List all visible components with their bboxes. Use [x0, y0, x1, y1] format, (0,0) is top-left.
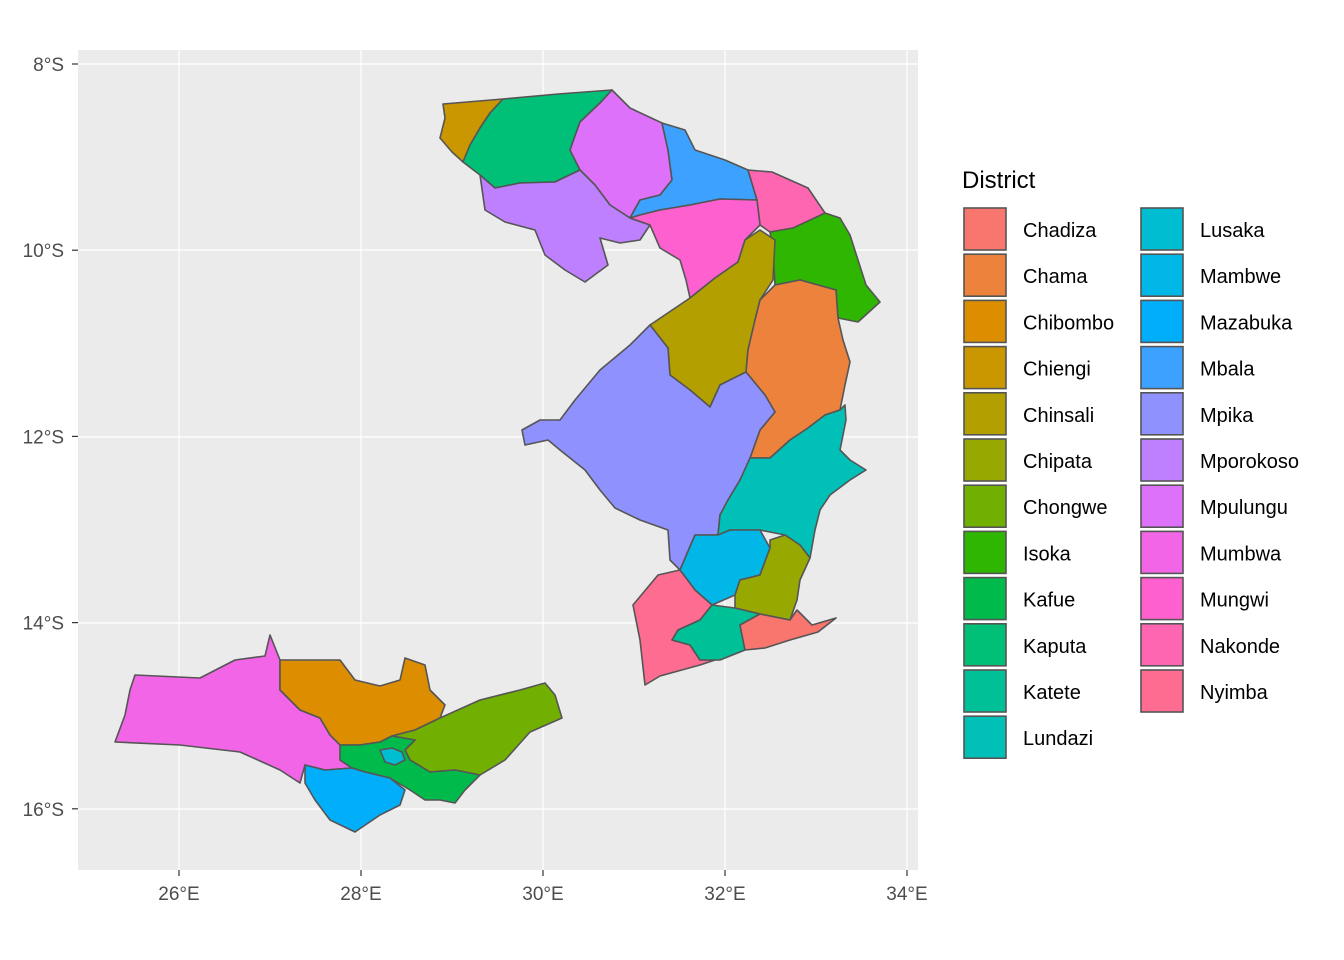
legend-label-mambwe: Mambwe [1200, 266, 1281, 288]
legend-label-chiengi: Chiengi [1023, 359, 1091, 381]
legend-label-chama: Chama [1023, 266, 1088, 288]
legend-key-lundazi [963, 715, 1007, 760]
y-axis: 8°S 10°S 12°S 14°S 16°S [23, 55, 78, 821]
legend-key-chipata [963, 438, 1007, 482]
legend-label-nakonde: Nakonde [1200, 636, 1280, 658]
legend-key-chibombo [963, 299, 1007, 344]
x-tick-label: 26°E [158, 884, 199, 905]
legend-label-mporokoso: Mporokoso [1200, 451, 1299, 473]
legend-label-mazabuka: Mazabuka [1200, 312, 1293, 334]
legend-key-nyimba [1140, 669, 1184, 713]
legend-label-kafue: Kafue [1023, 590, 1075, 612]
legend-key-isoka [963, 530, 1007, 575]
legend-key-mumbwa [1140, 530, 1184, 575]
district-lusaka [379, 747, 406, 766]
legend-key-chongwe [963, 484, 1007, 529]
legend-key-kaputa [963, 622, 1007, 667]
legend-label-katete: Katete [1023, 682, 1081, 704]
x-axis: 26°E 28°E 30°E 32°E 34°E [158, 870, 928, 905]
legend-label-lusaka: Lusaka [1200, 220, 1265, 242]
legend-key-chama [963, 253, 1007, 297]
legend-key-katete [963, 669, 1007, 713]
legend-label-mbala: Mbala [1200, 359, 1255, 381]
legend-label-chinsali: Chinsali [1023, 405, 1094, 427]
legend-label-mpika: Mpika [1200, 405, 1254, 427]
legend-label-chipata: Chipata [1023, 451, 1093, 473]
district-mazabuka [304, 764, 406, 833]
y-tick-label: 14°S [23, 614, 64, 635]
y-tick-label: 12°S [23, 427, 64, 448]
district-mporokoso [479, 169, 651, 283]
legend-key-lusaka [1140, 207, 1184, 251]
x-tick-label: 28°E [340, 884, 381, 905]
district-polygons [114, 89, 881, 833]
legend-title: District [962, 167, 1036, 194]
legend-key-mambwe [1140, 253, 1184, 297]
x-tick-label: 32°E [704, 884, 745, 905]
legend-key-chadiza [963, 207, 1007, 251]
legend-key-chiengi [963, 345, 1007, 390]
legend-key-kafue [963, 576, 1007, 621]
legend-key-mungwi [1140, 576, 1184, 621]
legend-key-mazabuka [1140, 299, 1184, 344]
legend-label-chongwe: Chongwe [1023, 497, 1108, 519]
legend: Chadiza Chama Chibombo Chiengi Chinsali Chipa… [963, 207, 1299, 760]
y-tick-label: 8°S [33, 55, 64, 76]
y-tick-label: 16°S [23, 800, 64, 821]
legend-key-nakonde [1140, 622, 1184, 667]
legend-label-mpulungu: Mpulungu [1200, 497, 1288, 519]
x-tick-label: 34°E [886, 884, 927, 905]
legend-label-isoka: Isoka [1023, 543, 1072, 565]
legend-label-lundazi: Lundazi [1023, 728, 1093, 750]
district-chadiza [739, 609, 837, 651]
legend-key-mpika [1140, 391, 1184, 436]
legend-key-mpulungu [1140, 484, 1184, 529]
x-tick-label: 30°E [522, 884, 563, 905]
legend-label-chadiza: Chadiza [1023, 220, 1097, 242]
legend-label-chibombo: Chibombo [1023, 312, 1114, 334]
legend-key-mporokoso [1140, 438, 1184, 482]
legend-label-mumbwa: Mumbwa [1200, 543, 1282, 565]
y-tick-label: 10°S [23, 241, 64, 262]
legend-label-kaputa: Kaputa [1023, 636, 1087, 658]
legend-label-mungwi: Mungwi [1200, 590, 1269, 612]
legend-key-chinsali [963, 391, 1007, 436]
legend-label-nyimba: Nyimba [1200, 682, 1269, 704]
legend-key-mbala [1140, 345, 1184, 390]
